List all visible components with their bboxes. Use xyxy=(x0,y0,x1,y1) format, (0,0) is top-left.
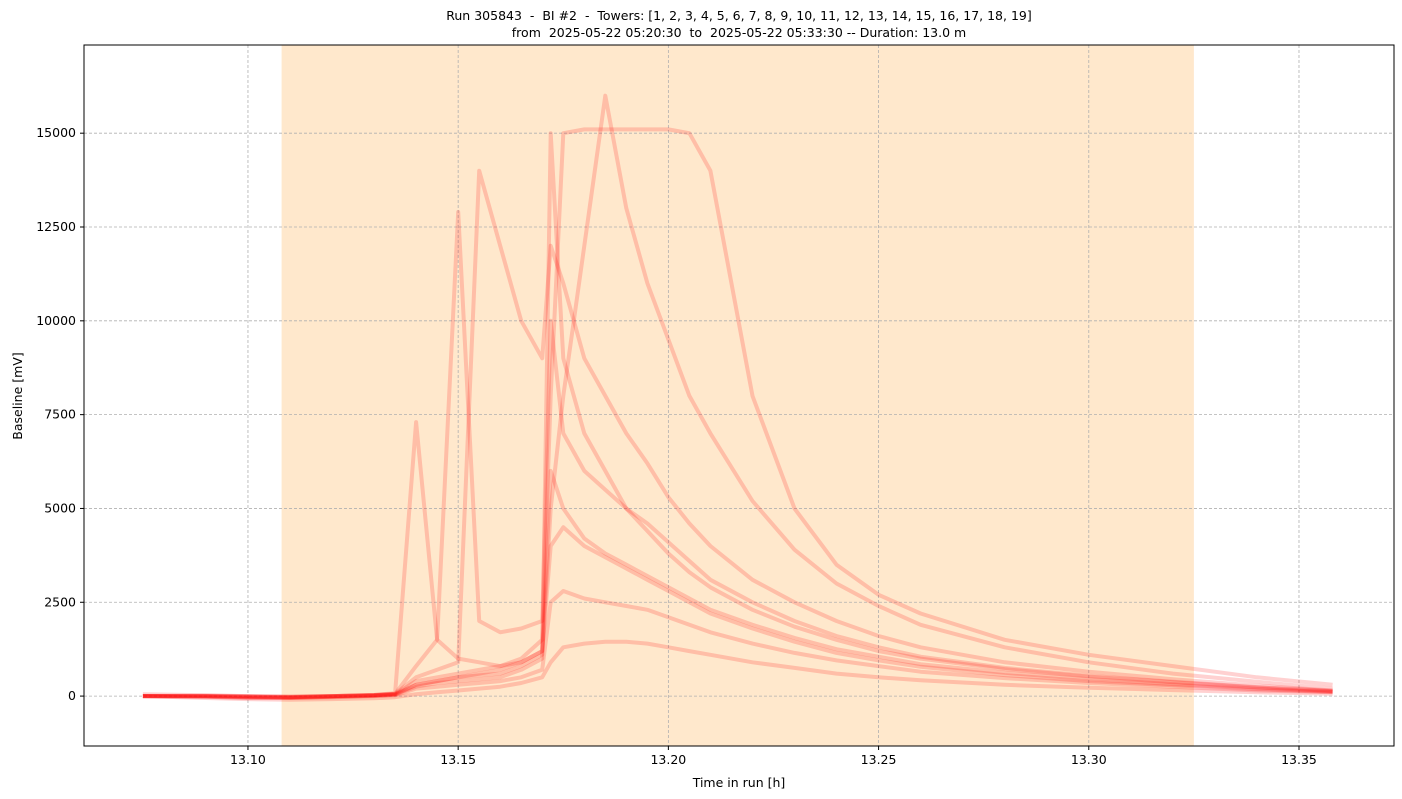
series-line xyxy=(142,639,1333,702)
series-line xyxy=(142,589,1333,700)
x-tick-label: 13.20 xyxy=(650,752,686,767)
y-tick-label: 15000 xyxy=(36,125,76,140)
x-tick-label: 13.10 xyxy=(230,752,266,767)
chart-subtitle: from 2025-05-22 05:20:30 to 2025-05-22 0… xyxy=(512,25,966,40)
series-line xyxy=(142,210,1333,699)
series-line xyxy=(142,131,1333,700)
y-tick-label: 0 xyxy=(68,688,76,703)
x-tick-label: 13.15 xyxy=(440,752,476,767)
series-line xyxy=(142,127,1333,699)
chart-title: Run 305843 - BI #2 - Towers: [1, 2, 3, 4… xyxy=(446,8,1031,23)
y-axis-label: Baseline [mV] xyxy=(10,352,25,439)
y-tick-label: 10000 xyxy=(36,313,76,328)
x-tick-label: 13.35 xyxy=(1281,752,1317,767)
series-line xyxy=(142,420,1333,700)
x-axis-label: Time in run [h] xyxy=(692,775,786,790)
x-tick-label: 13.30 xyxy=(1071,752,1107,767)
y-tick-label: 2500 xyxy=(44,594,76,609)
y-tick-label: 7500 xyxy=(44,407,76,422)
y-tick-label: 5000 xyxy=(44,500,76,515)
x-tick-label: 13.25 xyxy=(861,752,897,767)
series-line xyxy=(142,93,1333,700)
highlight-span xyxy=(281,45,1194,746)
series-line xyxy=(142,168,1333,700)
plot-frame xyxy=(83,44,1395,747)
y-tick-label: 12500 xyxy=(36,219,76,234)
series-line xyxy=(142,468,1333,699)
